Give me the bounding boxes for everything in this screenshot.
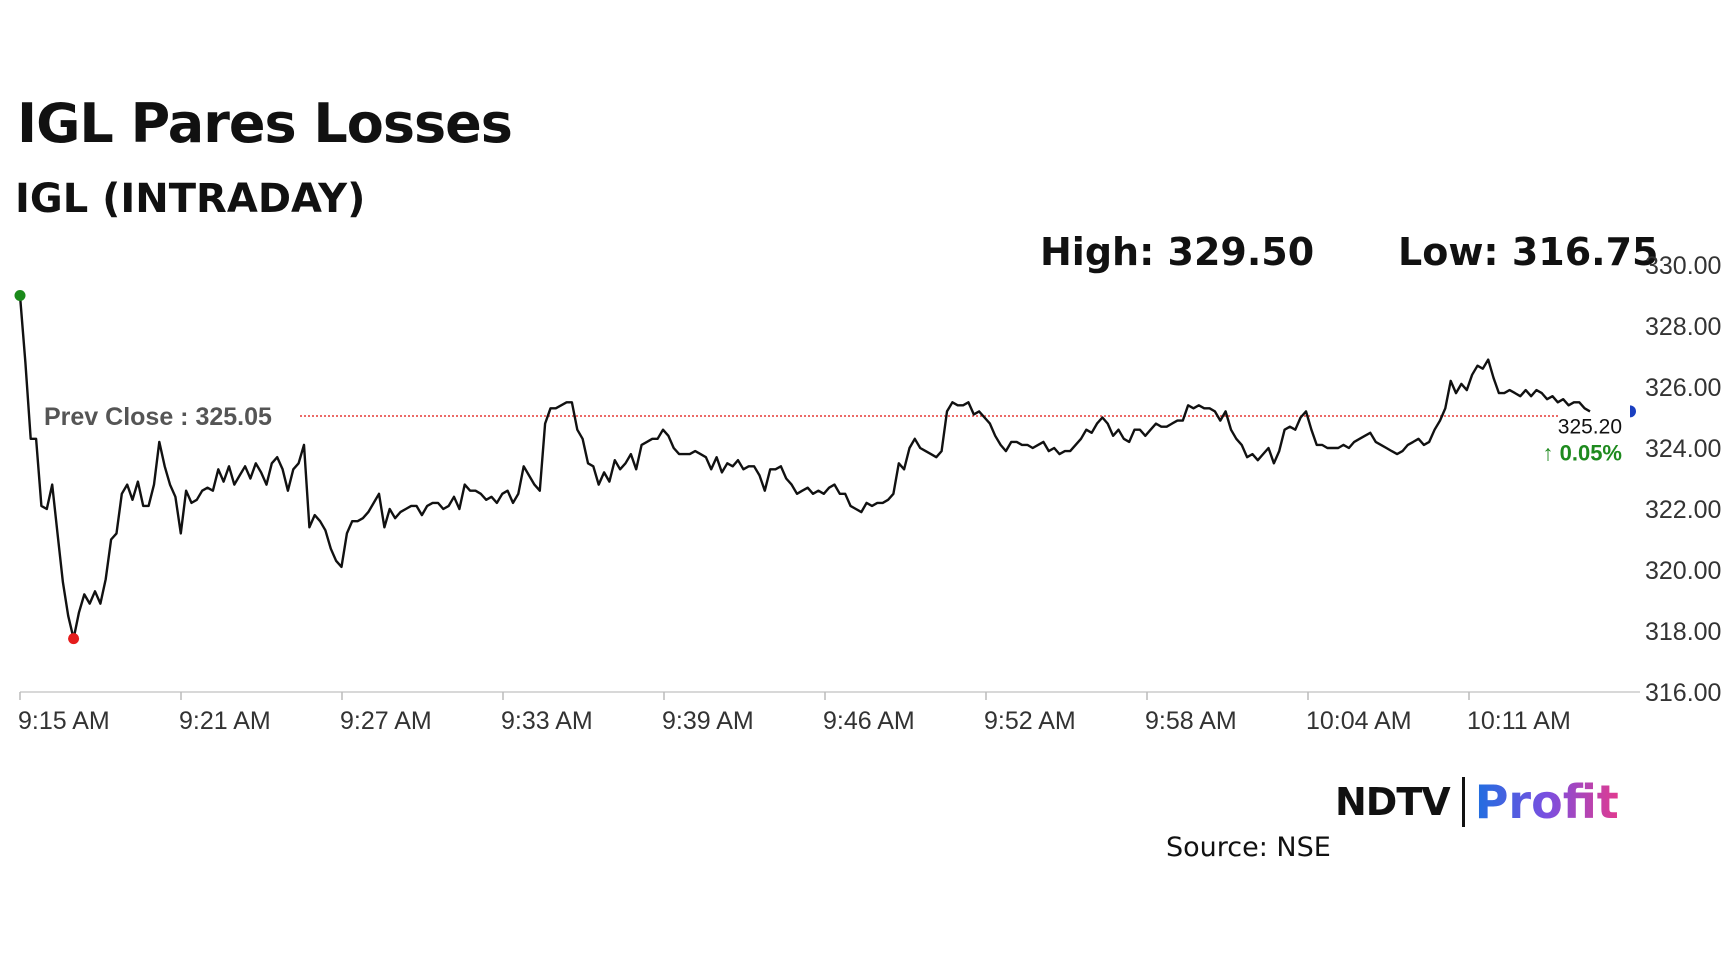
last-price-label: 325.20: [1558, 415, 1622, 438]
open-marker: [14, 290, 26, 301]
x-axis-ticks: 9:15 AM 9:21 AM 9:27 AM 9:33 AM 9:39 AM 9:46 …: [18, 692, 1571, 735]
change-label: ↑ 0.05%: [1543, 440, 1623, 465]
low-value: Low: 316.75: [1398, 230, 1659, 274]
prev-close-label: Prev Close : 325.05: [44, 403, 272, 431]
x-tick-label: 9:15 AM: [18, 707, 110, 735]
high-value: High: 329.50: [1040, 230, 1315, 274]
logo-separator: [1461, 777, 1465, 827]
y-tick-label: 324.00: [1645, 435, 1721, 463]
x-tick-label: 9:21 AM: [179, 707, 271, 735]
y-axis-ticks: 316.00 318.00 320.00 322.00 324.00 326.00 328.…: [1645, 252, 1721, 707]
x-tick-label: 9:46 AM: [823, 707, 915, 735]
intraday-chart: 316.00 318.00 320.00 322.00 324.00 326.00 328.…: [14, 252, 1721, 735]
y-tick-label: 320.00: [1645, 557, 1721, 585]
x-tick-label: 9:52 AM: [984, 707, 1076, 735]
x-tick-label: 9:39 AM: [662, 707, 754, 735]
x-tick-label: 9:58 AM: [1145, 707, 1237, 735]
y-tick-label: 322.00: [1645, 496, 1721, 524]
low-marker: [68, 633, 80, 645]
y-tick-label: 316.00: [1645, 679, 1721, 707]
ndtv-profit-logo: NDTV Profit: [1335, 775, 1619, 829]
chart-subtitle: IGL (INTRADAY): [15, 176, 366, 222]
x-tick-label: 9:27 AM: [340, 707, 432, 735]
price-line: [18, 295, 1591, 640]
y-tick-label: 328.00: [1645, 313, 1721, 341]
logo-ndtv-text: NDTV: [1335, 780, 1451, 824]
source-note: Source: NSE: [1166, 832, 1331, 863]
last-price-marker: [1630, 405, 1637, 418]
y-tick-label: 326.00: [1645, 374, 1721, 402]
logo-profit-text: Profit: [1474, 775, 1619, 829]
x-tick-label: 10:11 AM: [1467, 707, 1571, 735]
x-tick-label: 9:33 AM: [501, 707, 593, 735]
y-tick-label: 330.00: [1645, 252, 1721, 280]
x-tick-label: 10:04 AM: [1306, 707, 1412, 735]
y-tick-label: 318.00: [1645, 618, 1721, 646]
chart-title: IGL Pares Losses: [17, 92, 513, 155]
